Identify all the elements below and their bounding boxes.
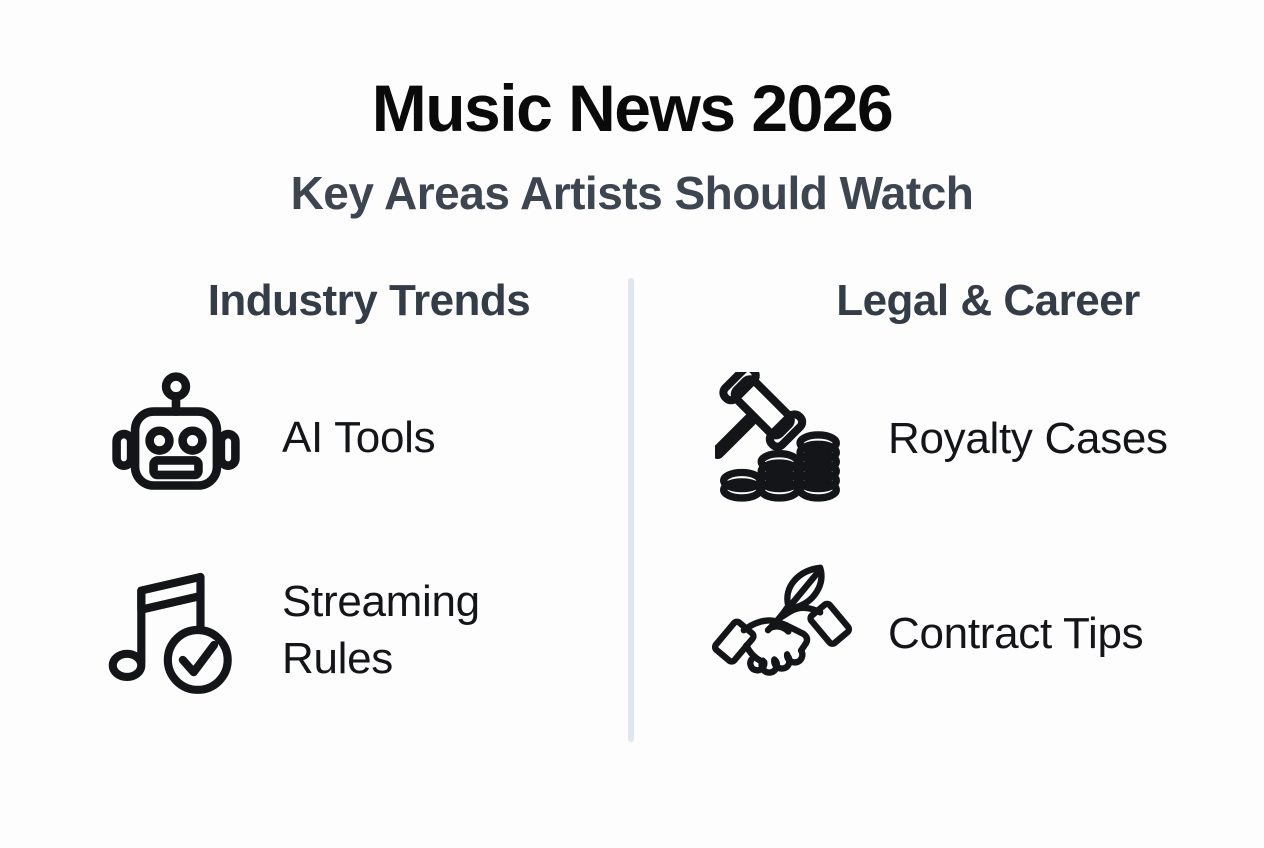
music-note-check-icon — [106, 562, 246, 698]
item-label-royalty-cases: Royalty Cases — [888, 414, 1168, 464]
item-label-ai-tools: AI Tools — [282, 413, 436, 463]
section-industry-trends: Industry Trends — [0, 276, 632, 746]
section-legal-career: Legal & Career — [632, 276, 1264, 746]
list-item-contract-tips: Contract Tips — [712, 564, 1264, 704]
list-item-streaming-rules: Streaming Rules — [106, 562, 632, 698]
section-heading-industry-trends: Industry Trends — [207, 276, 531, 325]
item-label-streaming-rules: Streaming Rules — [282, 576, 480, 683]
page-subtitle: Key Areas Artists Should Watch — [290, 167, 974, 219]
section-heading-legal-career: Legal & Career — [836, 276, 1140, 325]
handshake-quill-icon — [712, 564, 852, 704]
page-title: Music News 2026 — [371, 71, 894, 145]
columns-container: Industry Trends — [0, 276, 1264, 746]
gavel-coins-icon — [712, 372, 852, 506]
column-divider — [628, 278, 634, 742]
robot-icon — [106, 372, 246, 504]
list-item-royalty-cases: Royalty Cases — [712, 372, 1264, 506]
list-item-ai-tools: AI Tools — [106, 372, 632, 504]
item-label-contract-tips: Contract Tips — [888, 609, 1144, 659]
